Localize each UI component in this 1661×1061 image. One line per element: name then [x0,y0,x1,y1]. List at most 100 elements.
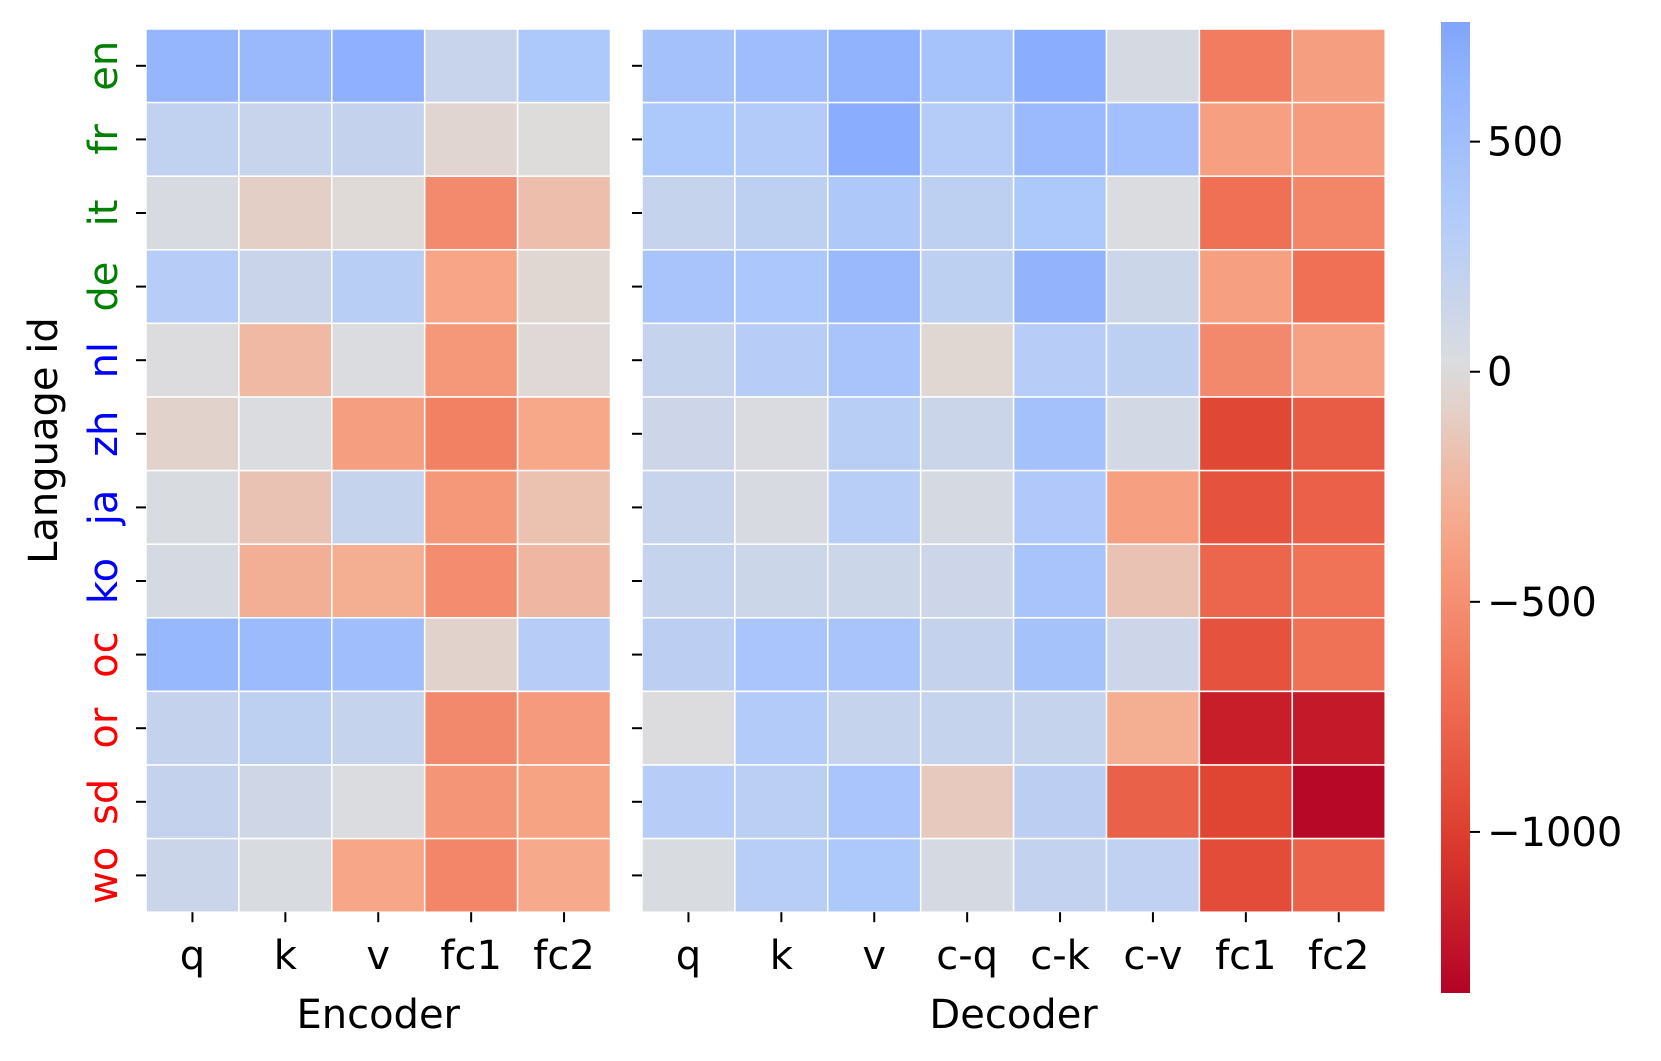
heatmap-cell-encoder-wo-q [145,837,240,913]
colorbar-tick-label: −500 [1487,580,1597,626]
heatmap-cell-encoder-de-k [238,249,333,325]
x-tick-label: k [770,933,794,979]
heatmap-cell-decoder-en-fc1 [1198,28,1294,104]
heatmap-cell-decoder-ja-c-q [919,469,1015,545]
y-tick-label-or: or [81,707,127,748]
heatmap-cell-decoder-sd-c-v [1105,764,1201,840]
heatmap-cell-decoder-zh-c-q [919,396,1015,472]
heatmap-cell-decoder-de-k [734,249,829,325]
heatmap-cell-decoder-de-q [641,249,736,325]
x-tick-label: c-v [1123,933,1182,979]
heatmap-cell-decoder-fr-v [827,101,922,177]
x-tick-label: q [180,933,205,979]
heatmap-cell-decoder-fr-fc1 [1198,101,1294,177]
heatmap-cell-encoder-en-v [331,28,426,104]
heatmap-cell-encoder-or-k [238,690,333,766]
heatmap-cell-encoder-oc-fc1 [423,617,519,693]
heatmap-cell-decoder-en-k [734,28,829,104]
heatmap-cell-decoder-oc-c-k [1012,617,1108,693]
heatmap-cell-encoder-it-fc1 [423,175,519,251]
heatmap-cell-decoder-or-c-q [919,690,1015,766]
heatmap-cell-decoder-fr-k [734,101,829,177]
y-tick-label-it: it [81,200,127,227]
heatmap-cell-encoder-en-k [238,28,333,104]
heatmap-cell-decoder-wo-v [827,837,922,913]
heatmap-cell-encoder-or-fc1 [423,690,519,766]
heatmap-cell-encoder-wo-v [331,837,426,913]
heatmap-cell-encoder-en-fc1 [423,28,519,104]
heatmap-cell-decoder-wo-fc1 [1198,837,1294,913]
heatmap-cell-decoder-ko-c-k [1012,543,1108,619]
heatmap-cell-decoder-ko-fc2 [1291,543,1386,619]
heatmap-cell-decoder-oc-k [734,617,829,693]
heatmap-cell-encoder-sd-fc1 [423,764,519,840]
heatmap-cell-decoder-ko-k [734,543,829,619]
heatmap-cell-decoder-zh-fc1 [1198,396,1294,472]
heatmap-cell-encoder-nl-q [145,322,240,398]
heatmap-cell-decoder-ja-v [827,469,922,545]
heatmap-cell-encoder-fr-fc1 [423,101,519,177]
heatmap-cell-encoder-zh-fc2 [516,396,612,472]
heatmap-cell-decoder-wo-c-q [919,837,1015,913]
heatmap-cell-decoder-fr-q [641,101,736,177]
heatmap-cell-decoder-wo-fc2 [1291,837,1386,913]
heatmap-cell-decoder-zh-q [641,396,736,472]
heatmap-cell-encoder-sd-v [331,764,426,840]
heatmap-cell-encoder-fr-q [145,101,240,177]
heatmap-cell-decoder-en-fc2 [1291,28,1386,104]
heatmap-cell-decoder-it-c-k [1012,175,1108,251]
x-tick-label: v [862,933,886,979]
heatmap-cell-decoder-sd-q [641,764,736,840]
heatmap-cell-encoder-zh-fc1 [423,396,519,472]
heatmap-cell-decoder-sd-c-q [919,764,1015,840]
y-tick-label-ja: ja [81,490,127,527]
heatmap-cell-decoder-nl-q [641,322,736,398]
heatmap-cell-encoder-ja-k [238,469,333,545]
y-tick-label-zh: zh [81,411,127,457]
y-tick-label-fr: fr [81,124,127,155]
heatmap-cell-decoder-de-c-v [1105,249,1201,325]
heatmap-cell-decoder-ja-fc1 [1198,469,1294,545]
heatmap-cell-decoder-or-fc1 [1198,690,1294,766]
heatmap-cell-decoder-ja-c-v [1105,469,1201,545]
y-axis-label: Language id [21,317,67,564]
heatmap-cell-encoder-ja-q [145,469,240,545]
heatmap-cell-decoder-wo-c-k [1012,837,1108,913]
x-tick-label: c-k [1030,933,1090,979]
heatmap-cell-decoder-fr-c-k [1012,101,1108,177]
heatmap-cell-encoder-nl-fc1 [423,322,519,398]
heatmap-cell-encoder-fr-fc2 [516,101,612,177]
heatmap-cell-encoder-ko-k [238,543,333,619]
heatmap-cell-encoder-nl-v [331,322,426,398]
heatmap-cell-encoder-nl-fc2 [516,322,612,398]
heatmap-cell-encoder-it-k [238,175,333,251]
heatmap-cell-encoder-wo-fc2 [516,837,612,913]
heatmap-cell-encoder-ja-fc2 [516,469,612,545]
heatmap-cell-decoder-or-c-v [1105,690,1201,766]
x-tick-label: c-q [936,933,998,979]
heatmap-cell-decoder-nl-k [734,322,829,398]
y-tick-label-oc: oc [81,631,127,677]
heatmap-cell-decoder-nl-fc1 [1198,322,1294,398]
heatmap-cell-decoder-it-k [734,175,829,251]
heatmap-cell-decoder-ko-q [641,543,736,619]
x-tick-label: fc1 [440,933,502,979]
heatmap-cell-encoder-oc-fc2 [516,617,612,693]
y-tick-label-nl: nl [81,342,127,378]
heatmap-cell-encoder-zh-v [331,396,426,472]
heatmap-cell-decoder-nl-c-v [1105,322,1201,398]
heatmap-cell-encoder-sd-fc2 [516,764,612,840]
heatmap-cell-decoder-de-c-k [1012,249,1108,325]
y-tick-label-en: en [81,41,127,91]
heatmap-cell-encoder-en-q [145,28,240,104]
heatmap-cell-decoder-it-fc2 [1291,175,1386,251]
heatmap-cell-encoder-nl-k [238,322,333,398]
heatmap-cell-decoder-wo-q [641,837,736,913]
heatmap-cell-encoder-ko-fc1 [423,543,519,619]
heatmap-cell-decoder-ja-c-k [1012,469,1108,545]
heatmap-cell-encoder-en-fc2 [516,28,612,104]
heatmap-cell-decoder-fr-c-v [1105,101,1201,177]
heatmap-cell-decoder-sd-k [734,764,829,840]
heatmap-cell-decoder-or-q [641,690,736,766]
